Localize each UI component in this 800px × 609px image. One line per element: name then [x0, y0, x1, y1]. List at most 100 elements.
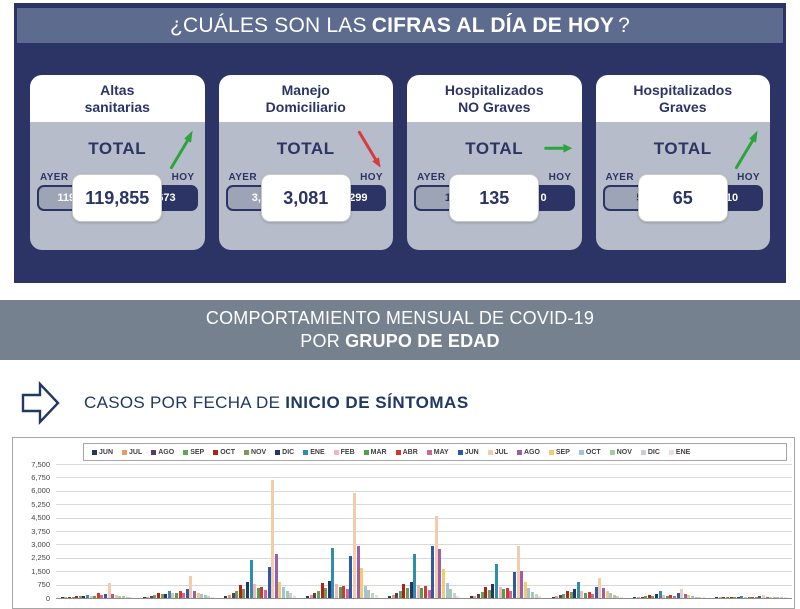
y-axis-tick-label: 5,250	[31, 499, 50, 509]
bar	[167, 590, 171, 598]
bar	[278, 581, 282, 598]
legend-swatch	[640, 449, 646, 455]
card-title-line2: Domiciliario	[265, 98, 346, 115]
bar	[644, 596, 648, 598]
legend-item: DIC	[640, 449, 660, 456]
gridline	[56, 584, 792, 586]
legend-swatch	[668, 449, 674, 455]
y-axis-tick-label: 2,250	[31, 553, 50, 563]
summary-panel: ¿CUÁLES SON LAS CIFRAS AL DÍA DE HOY? Alt…	[14, 3, 786, 283]
bar	[171, 593, 175, 598]
bar	[747, 597, 751, 598]
bar	[285, 590, 289, 598]
legend-swatch	[183, 449, 189, 455]
bar	[576, 581, 580, 598]
total-label: TOTAL	[465, 139, 524, 158]
bar	[409, 582, 413, 598]
right-block-arrow-icon	[21, 380, 60, 426]
legend-swatch	[457, 449, 463, 455]
bar	[64, 597, 68, 598]
bar	[516, 546, 520, 598]
bar	[534, 594, 538, 598]
bar	[189, 575, 193, 598]
bar	[591, 593, 595, 598]
card-title-line1: Hospitalizados	[633, 82, 733, 98]
bar	[260, 586, 264, 598]
bar	[78, 596, 82, 598]
bar	[309, 594, 313, 598]
card-title-line2: NO Graves	[458, 98, 531, 115]
chart-legend: JUN JUL AGO SEP OCT NOV DIC ENE FEB MAR ABR MAY JUN J…	[83, 443, 787, 461]
bar	[86, 595, 90, 598]
bar	[662, 595, 666, 598]
bar	[484, 586, 488, 598]
legend-swatch	[244, 449, 249, 455]
total-value-box: 3,081	[260, 174, 351, 222]
bar	[118, 595, 122, 598]
total-value-box: 135	[449, 174, 540, 222]
gridline	[56, 490, 792, 492]
bar	[338, 587, 342, 598]
ayer-label: AYER	[228, 172, 257, 183]
bar	[200, 594, 204, 598]
y-axis-tick-label: 3,750	[31, 526, 50, 536]
bar	[203, 595, 207, 598]
y-axis-tick-label: 750	[37, 580, 50, 590]
bar	[424, 586, 427, 598]
bar	[783, 597, 787, 598]
bar	[267, 566, 271, 598]
bar	[722, 597, 726, 598]
bar	[256, 588, 260, 598]
bar	[605, 591, 609, 598]
legend-swatch	[151, 449, 157, 455]
bar	[512, 572, 516, 598]
bar	[371, 593, 375, 598]
total-label: TOTAL	[653, 139, 712, 158]
bar	[718, 597, 722, 598]
bar	[157, 593, 161, 598]
bar	[480, 591, 484, 598]
bar	[416, 584, 420, 598]
panel-title-bold: CIFRAS AL DÍA DE HOY	[371, 13, 615, 37]
chart-y-axis: 0 750 1,500 2,250 3,000 3,750 4,500 5,250 6,000 6…	[13, 438, 53, 608]
legend-item: MAY	[426, 449, 449, 456]
bar	[740, 595, 744, 598]
legend-item: AGO	[151, 449, 174, 456]
bar	[658, 591, 662, 598]
legend-swatch	[395, 449, 401, 455]
bar	[612, 594, 616, 598]
legend-swatch	[548, 449, 554, 455]
card-title-line1: Hospitalizados	[444, 82, 544, 98]
bar	[690, 596, 694, 598]
bar	[683, 593, 687, 598]
banner-line1: COMPORTAMIENTO MENSUAL DE COVID-19	[205, 308, 595, 328]
bar	[562, 594, 566, 598]
trend-up-arrow-icon	[169, 130, 193, 170]
bar	[238, 584, 242, 598]
gridline	[56, 504, 792, 506]
bar	[149, 595, 153, 598]
bar	[395, 593, 399, 598]
bar	[320, 583, 324, 598]
bar	[306, 595, 310, 598]
bar	[665, 595, 669, 598]
bar	[733, 597, 737, 598]
bar	[360, 567, 364, 598]
bar	[224, 595, 228, 598]
legend-item: MAR	[363, 449, 387, 456]
total-label: TOTAL	[88, 139, 147, 158]
bar	[687, 595, 691, 598]
card-title-line2: Graves	[659, 98, 707, 115]
bar	[587, 591, 591, 598]
legend-item: DIC	[275, 449, 294, 456]
y-axis-tick-label: 1,500	[31, 566, 50, 576]
bar	[391, 594, 395, 598]
card-title-line2: sanitarias	[84, 98, 150, 115]
bar	[580, 591, 584, 598]
bar	[342, 585, 346, 598]
bar	[530, 591, 534, 598]
legend-swatch	[275, 449, 281, 455]
